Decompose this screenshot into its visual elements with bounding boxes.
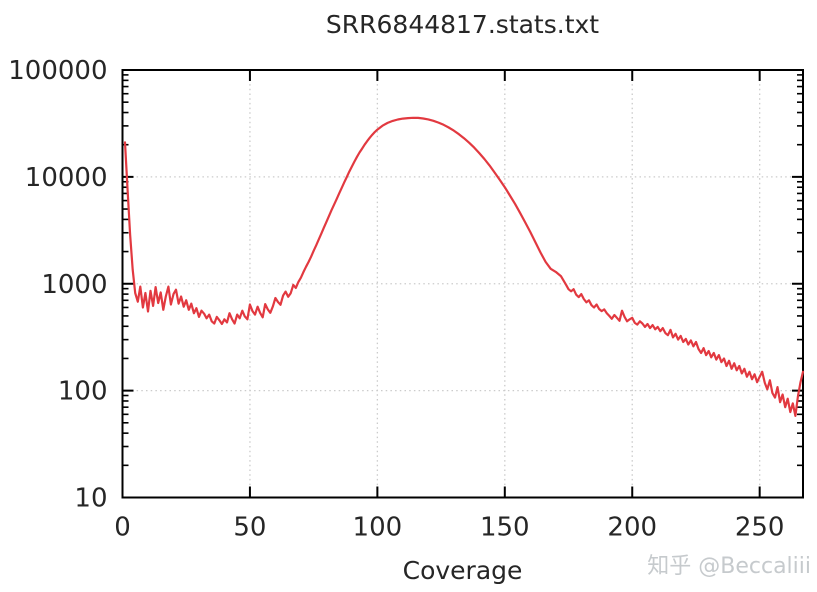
y-tick-label: 10000 (25, 163, 108, 193)
x-tick-label: 0 (114, 513, 131, 543)
watermark: 知乎 @Beccaliii (647, 554, 811, 579)
y-tick-label: 100000 (8, 56, 107, 86)
x-tick-label: 250 (735, 513, 785, 543)
y-tick-label: 100 (58, 377, 108, 407)
y-tick-label: 1000 (41, 270, 107, 300)
plot-border (121, 69, 804, 499)
x-axis-label: Coverage (402, 556, 523, 585)
y-tick-label: 10 (74, 484, 107, 514)
chart-title: SRR6844817.stats.txt (325, 10, 600, 39)
x-tick-label: 200 (607, 513, 657, 543)
series-line (123, 116, 805, 417)
x-tick-label: 50 (233, 513, 266, 543)
x-tick-label: 150 (480, 513, 530, 543)
x-tick-label: 100 (353, 513, 403, 543)
